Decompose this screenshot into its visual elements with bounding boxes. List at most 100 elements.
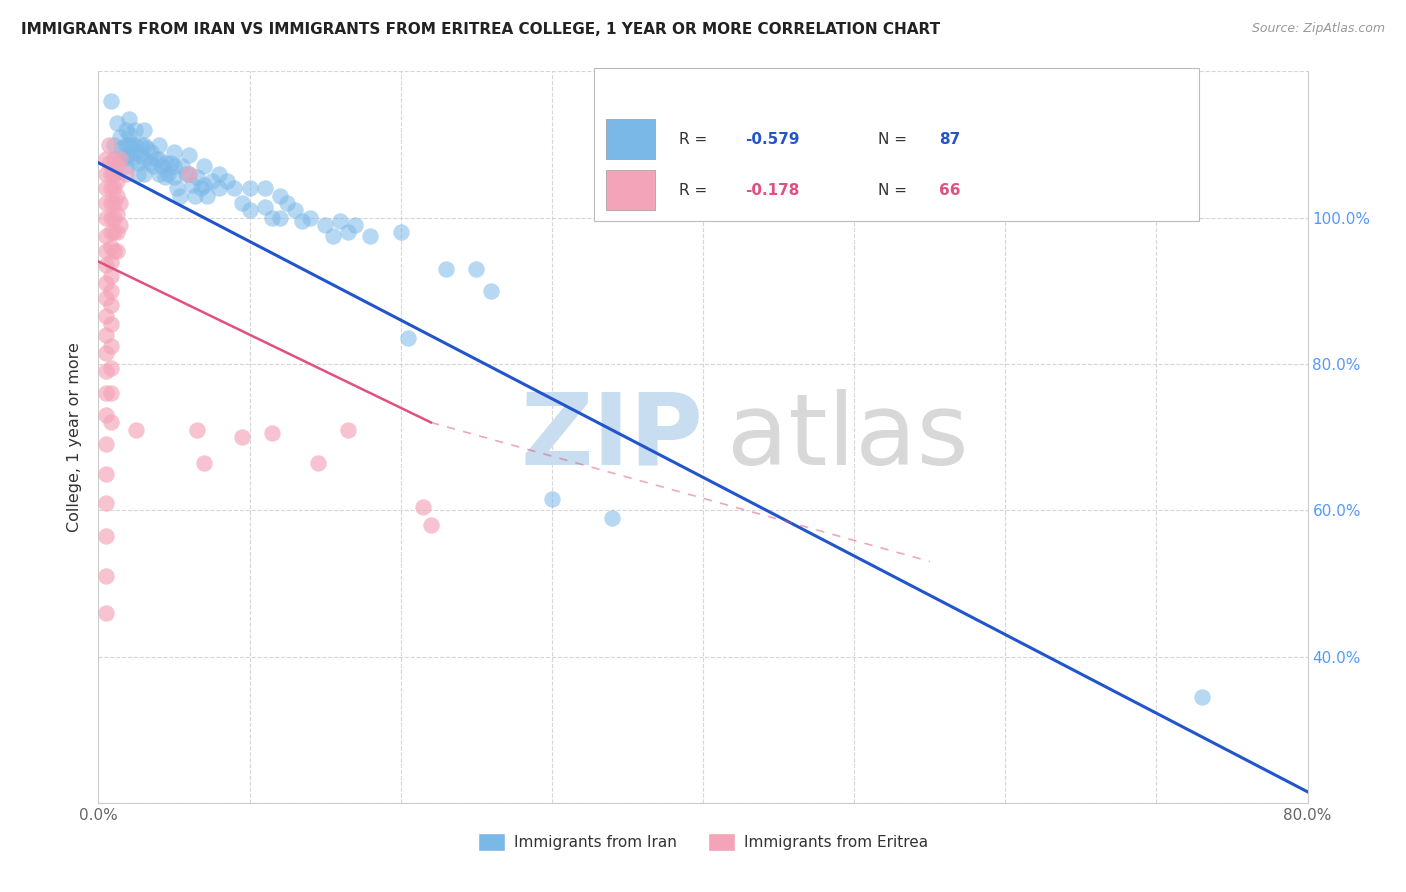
Point	[100, 284, 122, 298]
Point	[94, 467, 117, 481]
Text: IMMIGRANTS FROM IRAN VS IMMIGRANTS FROM ERITREA COLLEGE, 1 YEAR OR MORE CORRELAT: IMMIGRANTS FROM IRAN VS IMMIGRANTS FROM …	[21, 22, 941, 37]
Point	[94, 211, 117, 225]
Point	[163, 145, 186, 159]
Point	[307, 456, 329, 470]
Text: Source: ZipAtlas.com: Source: ZipAtlas.com	[1251, 22, 1385, 36]
Point	[190, 181, 212, 195]
Point	[150, 160, 173, 174]
Point	[224, 181, 246, 195]
Point	[100, 360, 122, 375]
Text: R =: R =	[679, 183, 711, 198]
Point	[132, 137, 155, 152]
Point	[344, 218, 367, 232]
Point	[94, 310, 117, 324]
Point	[262, 426, 284, 441]
Point	[94, 181, 117, 195]
Point	[118, 112, 141, 126]
Point	[193, 178, 215, 192]
Point	[94, 228, 117, 243]
Point	[215, 174, 238, 188]
Point	[231, 196, 253, 211]
Point	[208, 181, 231, 195]
Point	[114, 167, 136, 181]
Point	[299, 211, 322, 225]
Point	[110, 141, 132, 155]
Point	[121, 137, 143, 152]
FancyBboxPatch shape	[595, 68, 1199, 221]
Point	[111, 152, 134, 166]
Point	[103, 152, 125, 166]
Point	[94, 606, 117, 620]
Text: N =: N =	[879, 131, 912, 146]
Point	[148, 152, 170, 166]
Point	[100, 167, 122, 181]
Point	[179, 148, 201, 162]
Point	[170, 160, 193, 174]
Point	[108, 196, 131, 211]
Point	[100, 386, 122, 401]
Legend: Immigrants from Iran, Immigrants from Eritrea: Immigrants from Iran, Immigrants from Er…	[471, 827, 935, 857]
Point	[94, 569, 117, 583]
Point	[602, 510, 624, 524]
Point	[142, 160, 165, 174]
Point	[94, 167, 117, 181]
Point	[396, 331, 419, 345]
Point	[139, 156, 162, 170]
Point	[169, 188, 191, 202]
Point	[108, 218, 131, 232]
Point	[98, 156, 121, 170]
Point	[153, 170, 176, 185]
Point	[291, 214, 314, 228]
Point	[100, 225, 122, 239]
Point	[105, 244, 128, 258]
Point	[100, 196, 122, 211]
Point	[105, 160, 128, 174]
Point	[231, 430, 253, 444]
Point	[103, 225, 125, 239]
Point	[94, 364, 117, 378]
Point	[132, 167, 155, 181]
Point	[314, 218, 336, 232]
Point	[103, 211, 125, 225]
Point	[160, 156, 183, 170]
Point	[163, 170, 186, 185]
Text: R =: R =	[679, 131, 711, 146]
Point	[103, 167, 125, 181]
Point	[94, 386, 117, 401]
Point	[239, 181, 262, 195]
Point	[103, 244, 125, 258]
Point	[360, 228, 382, 243]
Point	[262, 211, 284, 225]
Point	[103, 181, 125, 195]
Text: ZIP: ZIP	[520, 389, 703, 485]
Bar	[606, 119, 655, 159]
Point	[94, 152, 117, 166]
Point	[124, 137, 146, 152]
Point	[186, 423, 208, 437]
Point	[94, 196, 117, 211]
Point	[193, 160, 215, 174]
Point	[465, 261, 488, 276]
Point	[284, 203, 307, 218]
Point	[94, 496, 117, 510]
Text: -0.178: -0.178	[745, 183, 800, 198]
Point	[100, 269, 122, 284]
Point	[100, 317, 122, 331]
Point	[100, 338, 122, 352]
Point	[389, 225, 412, 239]
Point	[269, 188, 291, 202]
Point	[155, 156, 177, 170]
Point	[163, 160, 186, 174]
Point	[103, 137, 125, 152]
Point	[94, 327, 117, 342]
Bar	[606, 170, 655, 211]
Text: N =: N =	[879, 183, 912, 198]
Point	[94, 244, 117, 258]
Point	[135, 141, 157, 155]
Point	[121, 152, 143, 166]
Point	[336, 423, 359, 437]
Point	[100, 211, 122, 225]
Point	[329, 214, 352, 228]
Point	[127, 167, 149, 181]
Point	[434, 261, 457, 276]
